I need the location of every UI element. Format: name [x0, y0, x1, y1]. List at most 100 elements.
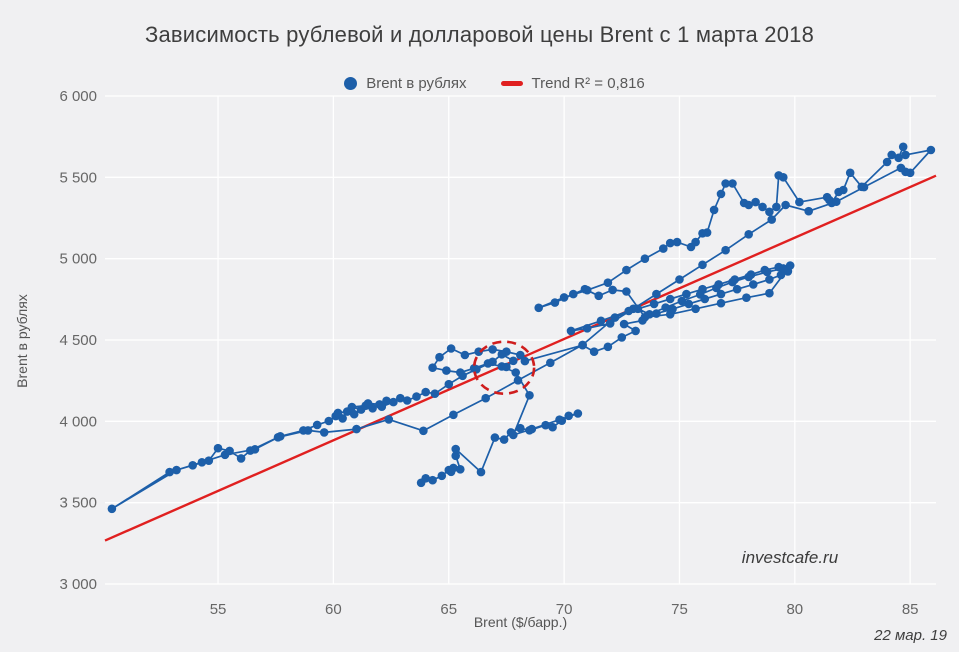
- data-point: [333, 408, 343, 418]
- data-point: [744, 200, 753, 210]
- data-point: [804, 206, 813, 216]
- data-point: [640, 254, 650, 263]
- data-point: [499, 435, 509, 444]
- data-point: [698, 260, 707, 270]
- data-point: [511, 368, 520, 377]
- data-point: [603, 342, 613, 352]
- data-point: [594, 291, 603, 301]
- data-point: [744, 230, 753, 239]
- data-point: [589, 347, 599, 357]
- data-point: [716, 189, 726, 199]
- data-point: [516, 423, 525, 433]
- data-point: [677, 296, 687, 306]
- data-point: [608, 285, 617, 295]
- series-points: [107, 142, 936, 514]
- data-point: [435, 352, 444, 362]
- data-point: [695, 290, 705, 299]
- data-point: [882, 157, 892, 167]
- data-point: [832, 197, 841, 206]
- data-point: [446, 467, 456, 477]
- data-point: [490, 433, 500, 442]
- data-point: [578, 340, 587, 350]
- x-tick-label: 55: [210, 601, 227, 618]
- data-point: [758, 202, 767, 212]
- data-point: [672, 237, 682, 247]
- data-point: [541, 420, 550, 430]
- data-point: [624, 306, 633, 316]
- data-point: [617, 333, 627, 342]
- data-point: [665, 238, 675, 248]
- data-point: [513, 376, 523, 385]
- data-point: [204, 456, 214, 466]
- data-point: [661, 303, 670, 312]
- y-tick-label: 6 000: [59, 88, 97, 105]
- data-point: [665, 294, 675, 304]
- gridlines: [105, 95, 936, 585]
- data-point: [765, 288, 774, 298]
- data-point: [382, 396, 391, 406]
- data-point: [460, 350, 470, 360]
- data-point: [728, 277, 737, 287]
- data-point: [665, 310, 675, 319]
- y-tick-label: 4 000: [59, 413, 97, 430]
- data-point: [525, 391, 534, 400]
- data-point: [751, 197, 760, 207]
- data-point: [762, 267, 772, 277]
- legend-item-series: Brent в рублях: [344, 75, 467, 92]
- data-point: [640, 312, 650, 322]
- y-tick-label: 3 000: [59, 576, 97, 593]
- data-point: [446, 344, 456, 353]
- legend-item-trend: Trend R² = 0,816: [500, 75, 645, 92]
- data-point: [172, 465, 181, 475]
- data-point: [716, 298, 726, 308]
- data-point: [779, 264, 788, 273]
- data-point: [772, 202, 781, 212]
- data-point: [502, 362, 511, 372]
- data-point: [546, 358, 555, 368]
- data-point: [428, 475, 437, 485]
- data-point: [107, 504, 117, 514]
- data-point: [188, 461, 197, 470]
- data-point: [901, 150, 910, 160]
- x-tick-label: 65: [440, 601, 457, 618]
- data-point: [363, 399, 373, 408]
- data-point: [781, 200, 790, 210]
- data-point: [859, 182, 869, 192]
- data-point: [412, 392, 421, 401]
- chart-title: Зависимость рублевой и долларовой цены B…: [144, 22, 815, 47]
- data-point: [767, 215, 776, 224]
- series-path: [111, 145, 932, 510]
- watermark: investcafe.ru: [741, 548, 839, 567]
- data-point: [324, 416, 334, 426]
- data-point: [898, 142, 908, 152]
- trend-line-icon: [500, 81, 523, 86]
- data-point: [839, 185, 848, 195]
- series-marker-icon: [344, 77, 358, 90]
- data-point: [299, 426, 308, 435]
- data-point: [509, 356, 518, 366]
- data-point: [779, 173, 788, 182]
- data-point: [456, 465, 465, 474]
- data-point: [716, 289, 726, 299]
- data-point: [776, 270, 786, 280]
- data-point: [564, 411, 573, 421]
- data-point: [749, 280, 758, 289]
- data-point: [691, 304, 700, 314]
- x-tick-label: 75: [671, 601, 688, 618]
- data-point: [476, 467, 486, 477]
- data-point: [702, 228, 712, 237]
- data-point: [165, 467, 174, 477]
- data-point: [516, 350, 525, 360]
- data-point: [721, 179, 730, 188]
- data-point: [682, 289, 691, 299]
- data-point: [421, 387, 431, 397]
- data-point: [497, 350, 507, 359]
- x-tick-label: 70: [556, 601, 573, 618]
- data-point: [352, 424, 361, 434]
- data-point: [428, 363, 437, 373]
- data-point: [250, 445, 260, 454]
- data-point: [488, 357, 497, 367]
- legend-trend-label: Trend R² = 0,816: [531, 75, 645, 92]
- data-point: [548, 422, 557, 432]
